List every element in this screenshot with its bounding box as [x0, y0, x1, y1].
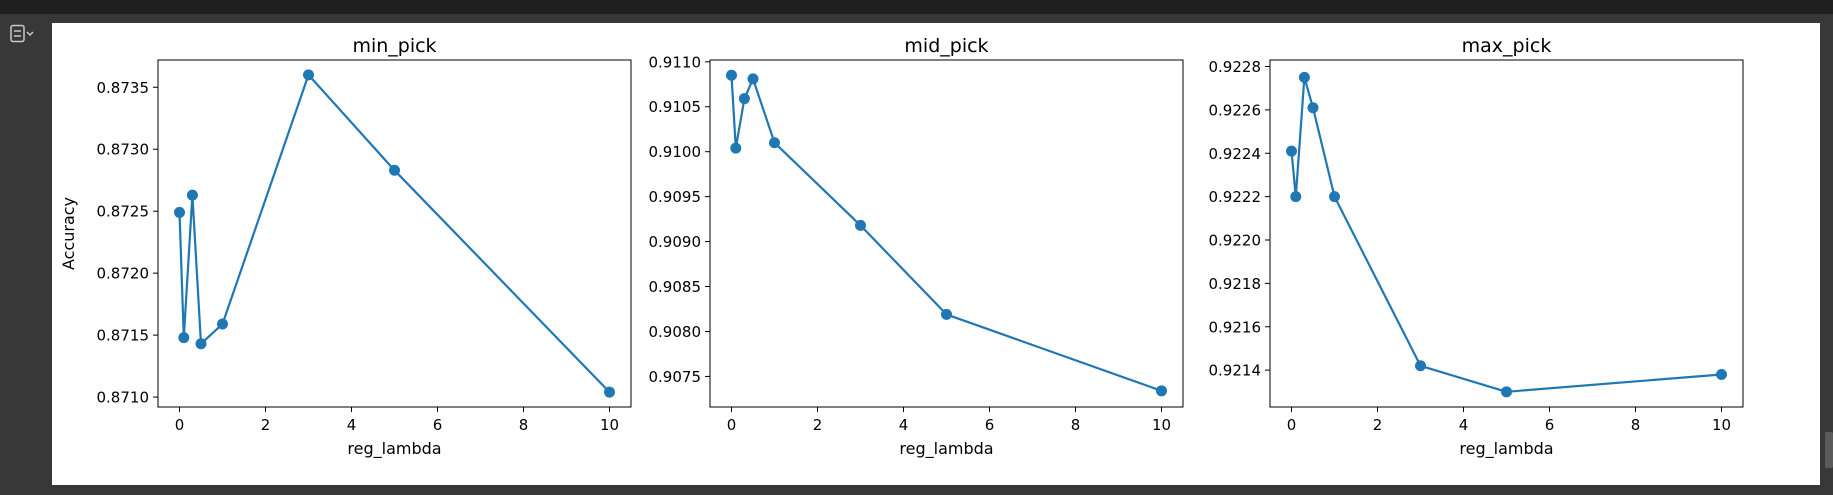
x-tick-label: 4 — [1459, 416, 1469, 434]
x-tick-label: 0 — [727, 416, 737, 434]
y-tick-label: 0.9228 — [1209, 58, 1262, 76]
x-tick-label: 10 — [1152, 416, 1171, 434]
y-tick-label: 0.9224 — [1209, 145, 1262, 163]
y-tick-label: 0.9110 — [649, 53, 702, 71]
y-tick-label: 0.9090 — [649, 233, 702, 251]
y-tick-label: 0.9095 — [649, 188, 702, 206]
output-toggle-glyph — [10, 24, 34, 43]
x-tick-label: 6 — [985, 416, 995, 434]
data-point — [604, 386, 615, 398]
data-point — [303, 69, 314, 81]
x-tick-label: 10 — [1712, 416, 1731, 434]
data-point — [389, 164, 400, 176]
series-line — [1290, 76, 1722, 393]
data-point — [1307, 102, 1319, 114]
y-tick-label: 0.8710 — [97, 389, 150, 407]
x-tick-label: 6 — [1545, 416, 1555, 434]
data-point — [1415, 360, 1426, 372]
output-collapse-icon[interactable] — [8, 22, 38, 46]
plot-frame — [1269, 59, 1744, 408]
y-tick-label: 0.9214 — [1209, 362, 1262, 380]
x-axis-label: reg_lambda — [1459, 439, 1553, 459]
x-tick-label: 4 — [347, 416, 357, 434]
chart-title: min_pick — [352, 35, 436, 57]
y-tick-label: 0.9080 — [649, 323, 702, 341]
y-tick-label: 0.8730 — [97, 141, 150, 159]
y-tick-label: 0.9216 — [1209, 318, 1262, 336]
y-tick-label: 0.8720 — [97, 265, 150, 283]
chart-mid-pick: mid_pick 0 2 4 6 8 10 0.9075 0.9080 0.9085 0.9090 0… — [649, 35, 1184, 459]
top-bar — [0, 0, 1833, 14]
data-point — [174, 206, 185, 218]
x-tick-label: 10 — [600, 416, 619, 434]
plot-frame — [157, 59, 632, 408]
y-tick-label: 0.9085 — [649, 278, 702, 296]
data-point — [1286, 145, 1297, 157]
y-tick-label: 0.8735 — [97, 79, 150, 97]
y-tick-label: 0.9218 — [1209, 275, 1262, 293]
y-tick-label: 0.9222 — [1209, 188, 1262, 206]
x-tick-label: 8 — [519, 416, 529, 434]
y-tick-label: 0.9100 — [649, 143, 702, 161]
series-line — [178, 73, 611, 393]
x-axis-label: reg_lambda — [899, 439, 993, 459]
x-tick-label: 8 — [1631, 416, 1641, 434]
chart-min-pick: min_pick 0 2 4 6 8 10 0.8710 0.8715 0.8720 0.8725 0… — [59, 35, 632, 459]
series-line — [730, 75, 1162, 392]
x-tick-label: 2 — [261, 416, 271, 434]
x-axis-label: reg_lambda — [347, 439, 441, 459]
data-point — [738, 93, 750, 105]
data-point — [1716, 368, 1727, 380]
data-point — [747, 73, 759, 85]
cell-output: min_pick 0 2 4 6 8 10 0.8710 0.8715 0.8720 0.8725 0… — [52, 23, 1820, 485]
x-tick-label: 0 — [175, 416, 185, 434]
x-tick-label: 8 — [1071, 416, 1081, 434]
data-point — [1298, 71, 1310, 83]
data-point — [769, 137, 780, 149]
chart-max-pick: max_pick 0 2 4 6 8 10 0.9214 0.9216 0.9218 0.9220 0… — [1209, 35, 1744, 459]
cell-gutter — [0, 14, 52, 495]
x-tick-label: 2 — [813, 416, 823, 434]
data-point — [726, 69, 737, 81]
x-tick-label: 6 — [433, 416, 443, 434]
y-tick-label: 0.9075 — [649, 368, 702, 386]
x-tick-label: 2 — [1373, 416, 1383, 434]
data-point — [195, 338, 207, 350]
y-tick-label: 0.8725 — [97, 203, 150, 221]
data-point — [1329, 191, 1340, 203]
chart-title: max_pick — [1462, 35, 1552, 57]
data-point — [941, 308, 952, 320]
data-point — [1501, 386, 1512, 398]
data-point — [1290, 191, 1302, 203]
plot-frame — [709, 59, 1184, 408]
chart-title: mid_pick — [904, 35, 988, 57]
data-point — [186, 189, 198, 201]
y-tick-label: 0.9105 — [649, 98, 702, 116]
scrollbar-thumb[interactable] — [1825, 432, 1833, 468]
y-tick-label: 0.8715 — [97, 327, 150, 345]
y-axis-label: Accuracy — [59, 197, 78, 270]
data-point — [178, 332, 190, 344]
data-point — [1156, 385, 1167, 397]
x-tick-label: 4 — [899, 416, 909, 434]
x-tick-label: 0 — [1287, 416, 1297, 434]
data-point — [730, 142, 742, 154]
data-point — [217, 318, 228, 330]
data-point — [855, 219, 866, 231]
figure: min_pick 0 2 4 6 8 10 0.8710 0.8715 0.8720 0.8725 0… — [59, 35, 1744, 459]
y-tick-label: 0.9220 — [1209, 232, 1262, 250]
y-tick-label: 0.9226 — [1209, 101, 1262, 119]
